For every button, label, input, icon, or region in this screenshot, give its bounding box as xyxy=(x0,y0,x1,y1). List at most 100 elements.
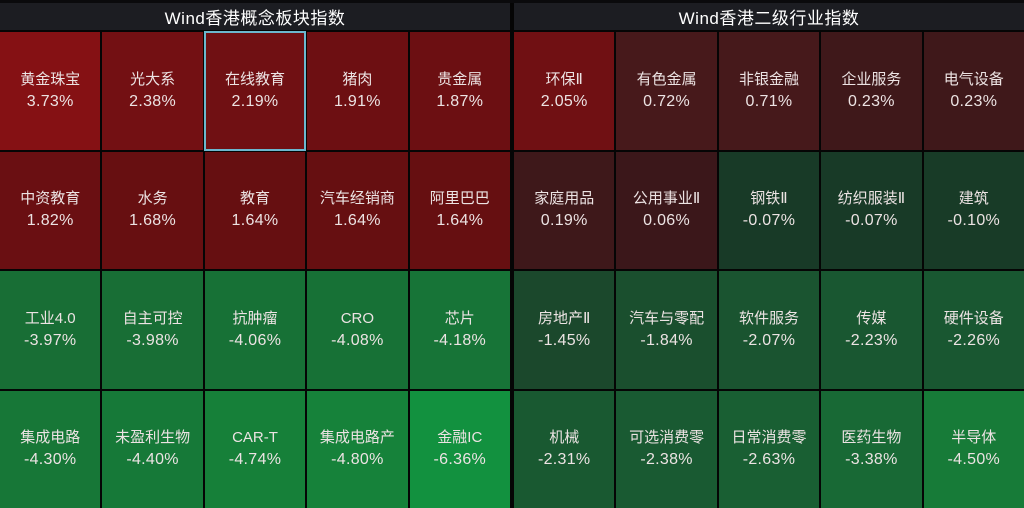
heatmap-tile[interactable]: 抗肿瘤 -4.06% xyxy=(204,271,306,389)
tile-value: -2.07% xyxy=(742,331,796,349)
heatmap-tile[interactable]: 芯片 -4.18% xyxy=(409,271,510,389)
tile-name: 日常消费零 xyxy=(731,429,807,447)
tile-value: -4.80% xyxy=(331,451,384,469)
tile-value: 0.06% xyxy=(643,212,691,230)
heatmap-tile[interactable]: 贵金属 1.87% xyxy=(409,32,510,150)
tile-value: -4.40% xyxy=(126,451,179,469)
heatmap-tile[interactable]: 工业4.0 -3.97% xyxy=(0,271,101,389)
tile-value: -1.84% xyxy=(640,331,693,349)
tile-name: 半导体 xyxy=(951,429,997,447)
heatmap-tile[interactable]: 房地产Ⅱ -1.45% xyxy=(514,271,615,389)
tile-value: 1.82% xyxy=(26,212,74,230)
heatmap-tile[interactable]: 电气设备 0.23% xyxy=(923,32,1024,150)
tile-name: 集成电路产 xyxy=(319,429,395,447)
heatmap-tile[interactable]: 有色金属 0.72% xyxy=(616,32,717,150)
heatmap-tile[interactable]: 可选消费零 -2.38% xyxy=(616,390,717,508)
tile-name: 房地产Ⅱ xyxy=(538,309,591,327)
tile-name: 猪肉 xyxy=(342,70,373,88)
tile-name: 自主可控 xyxy=(122,309,183,327)
tile-name: 贵金属 xyxy=(437,70,483,88)
heatmap-tile[interactable]: 硬件设备 -2.26% xyxy=(923,271,1024,389)
heatmap-tile[interactable]: 机械 -2.31% xyxy=(514,390,615,508)
tile-value: 2.38% xyxy=(129,92,177,110)
heatmap-tile[interactable]: 黄金珠宝 3.73% xyxy=(0,32,101,150)
tile-value: -3.98% xyxy=(126,331,179,349)
heatmap-tile[interactable]: 钢铁Ⅱ -0.07% xyxy=(718,151,820,269)
heatmap-tile[interactable]: CRO -4.08% xyxy=(307,271,408,389)
heatmap-tile[interactable]: 未盈利生物 -4.40% xyxy=(102,390,203,508)
heatmap-tile[interactable]: 集成电路 -4.30% xyxy=(0,390,101,508)
tile-name: 阿里巴巴 xyxy=(429,190,490,208)
tile-name: 中资教育 xyxy=(20,190,81,208)
heatmap-tile[interactable]: 自主可控 -3.98% xyxy=(102,271,203,389)
heatmap-tile[interactable]: 家庭用品 0.19% xyxy=(514,151,615,269)
heatmap-board: 黄金珠宝 3.73% 光大系 2.38% 在线教育 2.19% 猪肉 1.91% 贵金属 1.87… xyxy=(0,31,1024,508)
heatmap-tile[interactable]: 集成电路产 -4.80% xyxy=(307,390,408,508)
tile-name: CRO xyxy=(340,309,375,327)
tile-value: -6.36% xyxy=(433,451,487,469)
tile-value: 1.64% xyxy=(333,212,381,230)
tile-value: 1.64% xyxy=(436,212,484,230)
heatmap-tile[interactable]: 纺织服装Ⅱ -0.07% xyxy=(821,151,922,269)
heatmap-tile[interactable]: 猪肉 1.91% xyxy=(307,32,408,150)
heatmap-tile[interactable]: 日常消费零 -2.63% xyxy=(718,390,820,508)
heatmap-tile[interactable]: 汽车与零配 -1.84% xyxy=(616,271,717,389)
tile-name: 汽车与零配 xyxy=(629,309,705,327)
heatmap-tile[interactable]: 阿里巴巴 1.64% xyxy=(409,151,510,269)
heatmap-tile[interactable]: 教育 1.64% xyxy=(204,151,306,269)
right-panel-title: Wind香港二级行业指数 xyxy=(514,3,1024,30)
secondary-industry-panel: 环保Ⅱ 2.05% 有色金属 0.72% 非银金融 0.71% 企业服务 0.23% 电气设备 0… xyxy=(514,32,1024,508)
heatmap-tile[interactable]: 企业服务 0.23% xyxy=(821,32,922,150)
tile-name: 黄金珠宝 xyxy=(20,70,81,88)
heatmap-tile[interactable]: 环保Ⅱ 2.05% xyxy=(514,32,615,150)
tile-name: 机械 xyxy=(549,429,580,447)
tile-name: 工业4.0 xyxy=(24,309,76,327)
tile-name: 抗肿瘤 xyxy=(232,309,278,327)
tile-name: 建筑 xyxy=(958,190,989,208)
tile-value: 2.19% xyxy=(231,92,279,110)
tile-name: 钢铁Ⅱ xyxy=(750,190,788,208)
heatmap-tile[interactable]: 光大系 2.38% xyxy=(102,32,203,150)
tile-name: 在线教育 xyxy=(224,70,285,88)
tile-value: -0.07% xyxy=(742,212,796,230)
heatmap-tile[interactable]: 传媒 -2.23% xyxy=(821,271,922,389)
tile-value: -1.45% xyxy=(537,331,591,349)
tile-name: 企业服务 xyxy=(841,70,902,88)
tile-value: -2.38% xyxy=(640,451,693,469)
tile-value: -2.26% xyxy=(947,331,1001,349)
heatmap-tile[interactable]: 医药生物 -3.38% xyxy=(821,390,922,508)
heatmap-tile[interactable]: 金融IC -6.36% xyxy=(409,390,510,508)
heatmap-tile[interactable]: 建筑 -0.10% xyxy=(923,151,1024,269)
heatmap-tile[interactable]: 非银金融 0.71% xyxy=(718,32,820,150)
tile-name: 非银金融 xyxy=(738,70,799,88)
tile-value: -3.97% xyxy=(23,331,77,349)
tile-value: 3.73% xyxy=(26,92,74,110)
tile-value: -4.08% xyxy=(331,331,384,349)
tile-name: 光大系 xyxy=(130,70,176,88)
tile-value: -2.31% xyxy=(537,451,591,469)
heatmap-tile[interactable]: 中资教育 1.82% xyxy=(0,151,101,269)
heatmap-tile[interactable]: 公用事业Ⅱ 0.06% xyxy=(616,151,717,269)
tile-value: 0.23% xyxy=(950,92,998,110)
tile-value: -4.18% xyxy=(433,331,487,349)
tile-name: CAR-T xyxy=(232,429,278,447)
tile-value: -0.10% xyxy=(947,212,1001,230)
tile-value: 0.23% xyxy=(847,92,895,110)
heatmap-tile[interactable]: 在线教育 2.19% xyxy=(203,31,307,151)
tile-value: -3.38% xyxy=(845,451,898,469)
tile-value: 0.72% xyxy=(643,92,691,110)
heatmap-tile[interactable]: 软件服务 -2.07% xyxy=(718,271,820,389)
heatmap-tile[interactable]: 水务 1.68% xyxy=(102,151,203,269)
heatmap-tile[interactable]: 汽车经销商 1.64% xyxy=(307,151,408,269)
heatmap-tile[interactable]: 半导体 -4.50% xyxy=(923,390,1024,508)
tile-name: 集成电路 xyxy=(20,429,81,447)
tile-name: 未盈利生物 xyxy=(115,429,191,447)
tile-name: 纺织服装Ⅱ xyxy=(837,190,906,208)
tile-name: 水务 xyxy=(137,190,168,208)
tile-name: 金融IC xyxy=(437,429,483,447)
tile-name: 可选消费零 xyxy=(629,429,705,447)
heatmap-tile[interactable]: CAR-T -4.74% xyxy=(204,390,306,508)
tile-name: 传媒 xyxy=(856,309,887,327)
tile-value: 1.64% xyxy=(231,212,279,230)
